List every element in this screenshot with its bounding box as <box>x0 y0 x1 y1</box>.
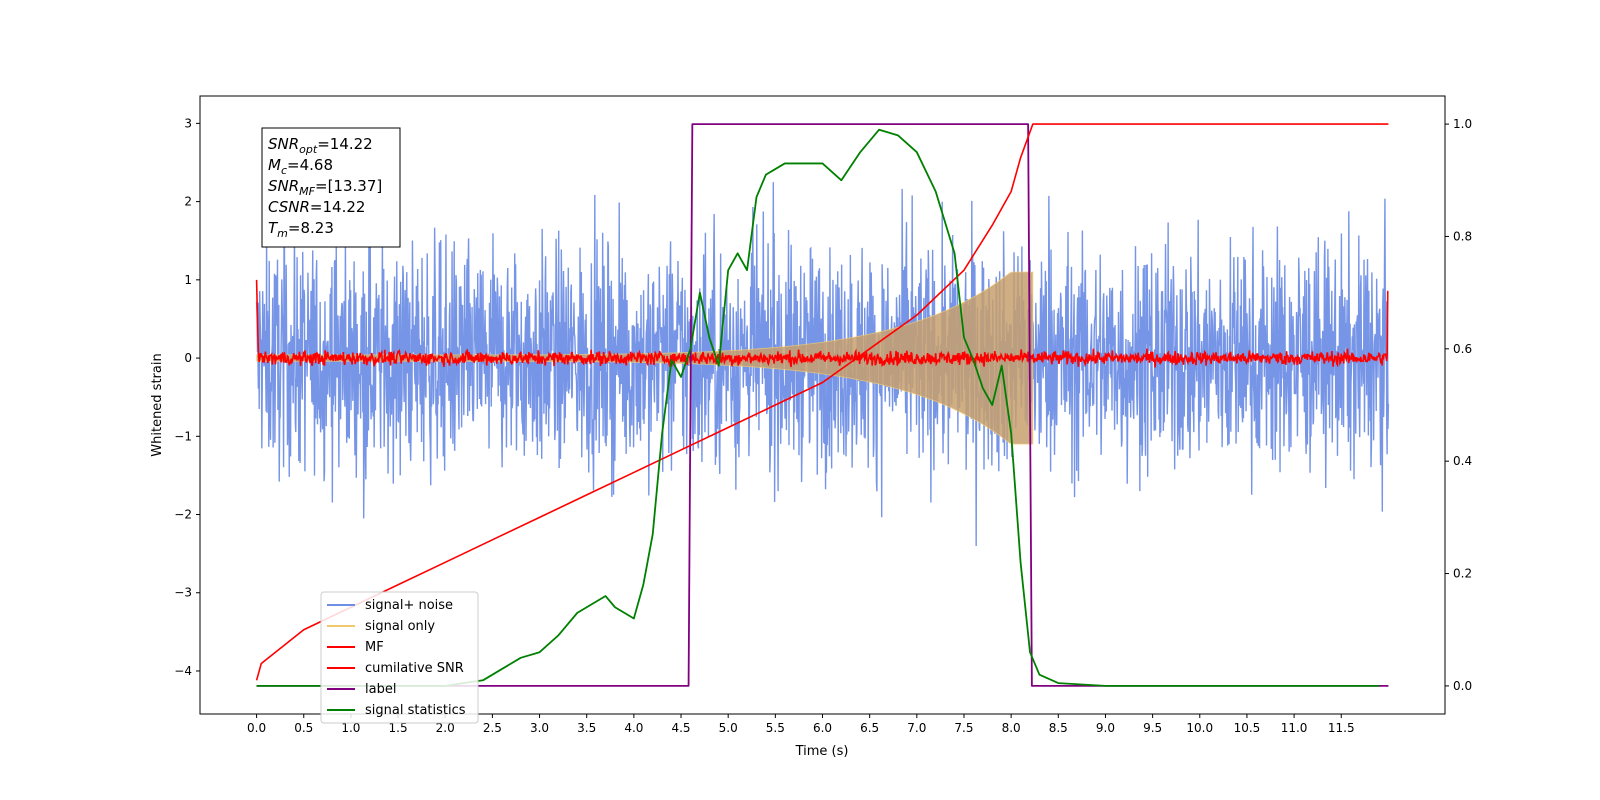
x-tick-label: 1.0 <box>341 721 360 735</box>
series-mf <box>255 279 1389 369</box>
y-tick-label: −1 <box>174 429 192 443</box>
annotation-line: Tm=8.23 <box>268 219 334 240</box>
y-tick-label: −2 <box>174 508 192 522</box>
y2-tick-label: 0.4 <box>1453 454 1472 468</box>
x-tick-label: 11.5 <box>1328 721 1355 735</box>
annotation-value: =8.23 <box>288 219 334 237</box>
x-tick-label: 8.0 <box>1002 721 1021 735</box>
legend-label: signal+ noise <box>365 598 453 613</box>
x-tick-label: 4.5 <box>671 721 690 735</box>
x-tick-label: 10.0 <box>1186 721 1213 735</box>
x-tick-label: 9.0 <box>1096 721 1115 735</box>
annotation-key: CSNR <box>268 198 310 216</box>
legend-label: cumilative SNR <box>365 661 464 676</box>
x-tick-label: 0.5 <box>294 721 313 735</box>
x-tick-label: 11.0 <box>1281 721 1308 735</box>
x-tick-label: 7.5 <box>954 721 973 735</box>
x-tick-label: 2.0 <box>436 721 455 735</box>
annotation-subscript: m <box>277 227 288 240</box>
y-tick-label: 0 <box>184 351 192 365</box>
annotation-subscript: opt <box>299 143 318 156</box>
series-signal-noise <box>255 182 1390 547</box>
annotation-line: Mc=4.68 <box>268 156 333 177</box>
x-tick-label: 4.0 <box>624 721 643 735</box>
legend-frame <box>320 591 479 724</box>
legend-label: label <box>365 682 396 697</box>
annotation-frame <box>261 127 401 248</box>
x-tick-label: 5.0 <box>719 721 738 735</box>
stats-annotation-box: SNRopt=14.22Mc=4.68SNRMF=[13.37]CSNR=14.… <box>261 127 401 248</box>
x-tick-label: 10.5 <box>1234 721 1261 735</box>
annotation-value: =[13.37] <box>315 177 382 195</box>
x-tick-label: 5.5 <box>766 721 785 735</box>
x-tick-label: 3.0 <box>530 721 549 735</box>
legend: signal+ noise signal only MF cumilative SNR… <box>320 591 479 724</box>
x-axis: 0.0 0.5 1.0 1.5 2.0 2.5 3.0 3.5 4.0 4.5 5.0 5.5 6.0 6… <box>247 714 1355 735</box>
y-tick-label: 1 <box>184 273 192 287</box>
y2-tick-label: 0.0 <box>1453 679 1472 693</box>
x-tick-label: 8.5 <box>1049 721 1068 735</box>
annotation-line: CSNR=14.22 <box>268 198 365 216</box>
annotation-key: M <box>268 156 281 174</box>
y-tick-label: −4 <box>174 664 192 678</box>
annotation-subscript: c <box>281 164 287 177</box>
x-tick-label: 1.5 <box>389 721 408 735</box>
legend-label: MF <box>365 640 384 655</box>
y-axis-left: −4 −3 −2 −1 0 1 2 3 <box>174 116 200 678</box>
annotation-value: =14.22 <box>317 135 373 153</box>
y-axis-label: Whitened strain <box>150 353 165 456</box>
legend-label: signal statistics <box>365 703 466 718</box>
y2-tick-label: 0.2 <box>1453 567 1472 581</box>
annotation-line: SNRopt=14.22 <box>268 135 373 156</box>
x-tick-label: 7.0 <box>907 721 926 735</box>
legend-label: signal only <box>365 619 435 634</box>
series-signal-statistics <box>256 128 1379 687</box>
annotation-key: SNR <box>268 177 299 195</box>
x-tick-label: 3.5 <box>577 721 596 735</box>
x-tick-label: 0.0 <box>247 721 266 735</box>
y2-tick-label: 1.0 <box>1453 117 1472 131</box>
x-tick-label: 6.0 <box>813 721 832 735</box>
annotation-value: =14.22 <box>310 198 366 216</box>
x-tick-label: 2.5 <box>483 721 502 735</box>
x-axis-label: Time (s) <box>795 744 849 759</box>
y-axis-right: 0.0 0.2 0.4 0.6 0.8 1.0 <box>1445 117 1472 693</box>
y-tick-label: 3 <box>184 116 192 130</box>
annotation-line: SNRMF=[13.37] <box>268 177 382 198</box>
series-layer <box>255 123 1390 687</box>
annotation-subscript: MF <box>299 185 315 198</box>
annotation-key: SNR <box>268 135 299 153</box>
x-tick-label: 6.5 <box>860 721 879 735</box>
y2-tick-label: 0.8 <box>1453 229 1472 243</box>
annotation-value: =4.68 <box>287 156 333 174</box>
y-tick-label: −3 <box>174 586 192 600</box>
x-tick-label: 9.5 <box>1143 721 1162 735</box>
y2-tick-label: 0.6 <box>1453 342 1472 356</box>
annotation-key: T <box>268 219 279 237</box>
y-tick-label: 2 <box>184 195 192 209</box>
